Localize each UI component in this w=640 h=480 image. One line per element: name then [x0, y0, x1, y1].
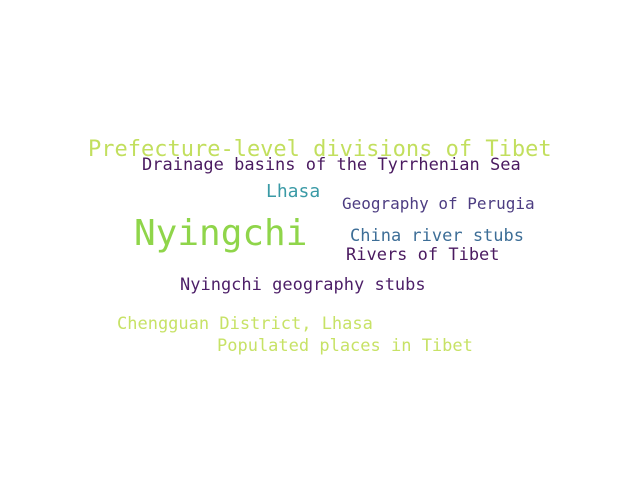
- word-chengguan-district-lhasa: Chengguan District, Lhasa: [117, 314, 373, 334]
- word-populated-places-in-tibet: Populated places in Tibet: [217, 336, 473, 356]
- word-drainage-basins-of-the-tyrrhenian-sea: Drainage basins of the Tyrrhenian Sea: [142, 155, 521, 175]
- word-prefecture-level-divisions-of-tibet: Prefecture-level divisions of Tibet: [88, 137, 552, 162]
- word-china-river-stubs: China river stubs: [350, 226, 524, 246]
- word-nyingchi: Nyingchi: [134, 213, 308, 254]
- word-lhasa: Lhasa: [266, 181, 321, 202]
- word-nyingchi-geography-stubs: Nyingchi geography stubs: [180, 275, 426, 295]
- word-geography-of-perugia: Geography of Perugia: [342, 194, 535, 213]
- word-rivers-of-tibet: Rivers of Tibet: [346, 245, 500, 265]
